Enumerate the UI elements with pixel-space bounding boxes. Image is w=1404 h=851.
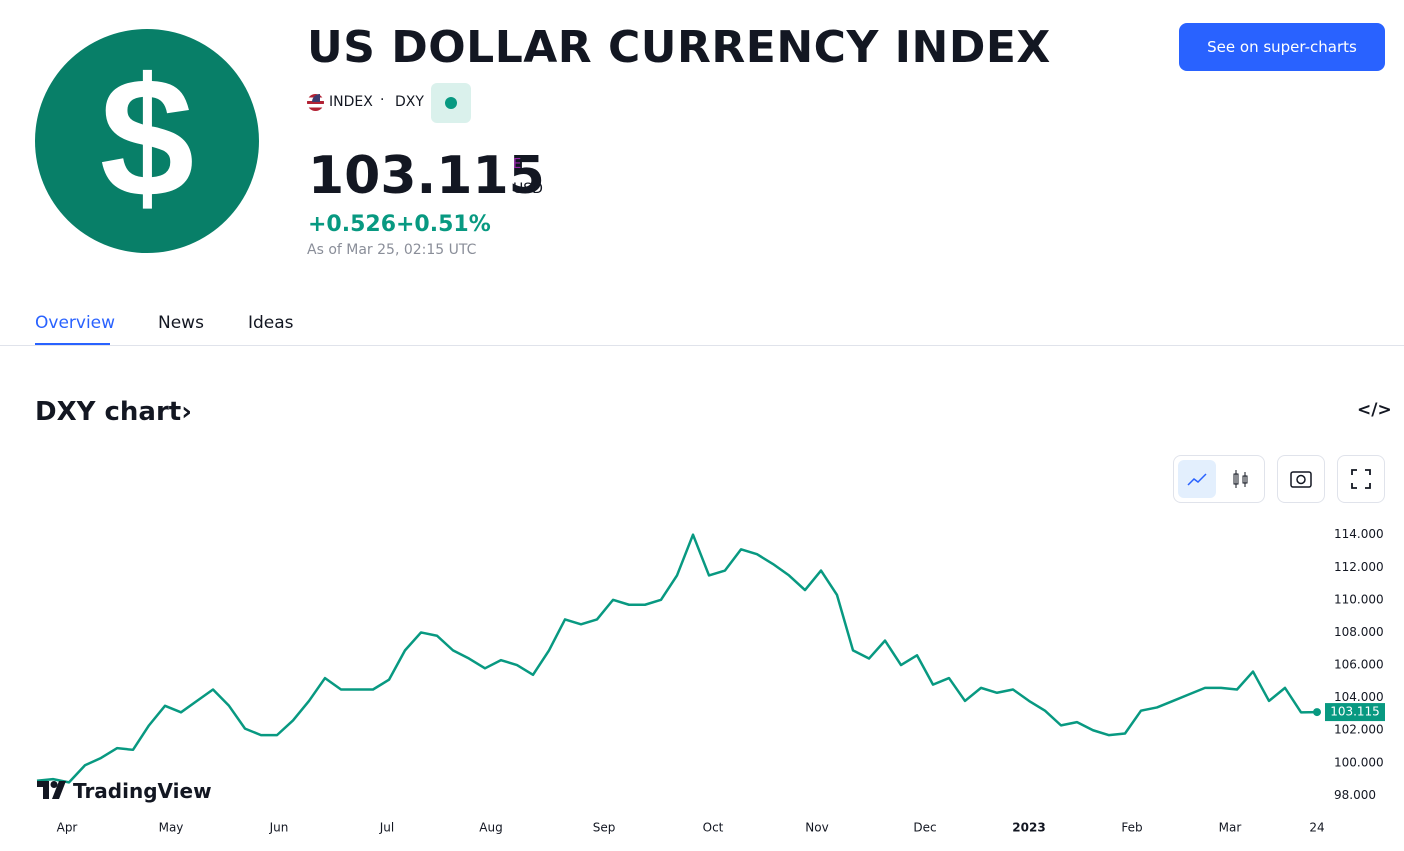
y-tick-label: 106.000 <box>1334 658 1384 672</box>
separator: · <box>380 92 385 108</box>
y-tick-label: 112.000 <box>1334 560 1384 574</box>
y-tick-label: 102.000 <box>1334 723 1384 737</box>
embed-icon[interactable]: </> <box>1357 400 1392 420</box>
tab-underline <box>35 343 110 346</box>
last-point <box>1313 708 1321 717</box>
x-tick-label: Jul <box>379 821 394 835</box>
price-flag: E <box>513 157 522 172</box>
tab[interactable]: Ideas <box>248 313 294 333</box>
y-tick-label: 104.000 <box>1334 690 1384 704</box>
snapshot-button[interactable] <box>1277 455 1325 503</box>
tv-logo-mark <box>37 781 67 799</box>
price-tag-label: 103.115 <box>1330 705 1380 719</box>
candle-icon <box>1233 470 1248 488</box>
x-tick-label: 2023 <box>1012 821 1045 835</box>
divider <box>0 345 1404 346</box>
x-tick-label: Mar <box>1219 821 1242 835</box>
title: US DOLLAR CURRENCY INDEX <box>307 22 1051 73</box>
logo-shape <box>37 781 49 799</box>
x-tick-label: 24 <box>1309 821 1324 835</box>
y-tick-label: 110.000 <box>1334 592 1384 606</box>
logo-shape <box>52 781 66 799</box>
as-of: As of Mar 25, 02:15 UTC <box>307 242 477 258</box>
x-tick-label: May <box>159 821 184 835</box>
y-tick-label: 100.000 <box>1334 755 1384 769</box>
x-tick-label: Sep <box>593 821 616 835</box>
change-percent: +0.51% <box>396 212 491 237</box>
y-tick-label: 98.000 <box>1334 788 1376 802</box>
section-title[interactable]: DXY chart› <box>35 397 192 427</box>
y-tick-label: 108.000 <box>1334 625 1384 639</box>
line-button[interactable] <box>1178 460 1216 498</box>
tv-logo-icon <box>37 781 66 799</box>
chart-type-toggle <box>1173 455 1265 503</box>
dollar-icon: $ <box>99 43 195 233</box>
camera-icon <box>1290 471 1312 488</box>
price: 103.115 <box>308 146 545 206</box>
icon-stroke <box>1187 473 1207 486</box>
candle-button[interactable] <box>1222 460 1260 498</box>
x-tick-label: Aug <box>479 821 502 835</box>
x-tick-label: Jun <box>269 821 289 835</box>
x-tick-label: Nov <box>805 821 828 835</box>
flag-canton <box>312 94 320 102</box>
line-icon <box>1187 473 1207 486</box>
logo: $ <box>35 29 259 253</box>
status-badge <box>431 83 471 123</box>
price-line <box>36 533 1318 784</box>
fullscreen-button[interactable] <box>1337 455 1385 503</box>
tab[interactable]: Overview <box>35 313 116 333</box>
y-tick-label: 114.000 <box>1334 527 1384 541</box>
change: +0.526 <box>308 212 397 237</box>
icon-stroke <box>1296 474 1306 485</box>
icon-stroke <box>1351 469 1371 489</box>
logo-shape <box>50 781 58 788</box>
x-tick-label: Feb <box>1121 821 1142 835</box>
super-charts-button[interactable]: See on super-charts <box>1179 23 1385 71</box>
price-tag <box>1325 703 1385 722</box>
symbol: DXY <box>395 94 424 110</box>
tv-logo-text: TradingView <box>73 779 212 803</box>
status-dot <box>445 97 457 109</box>
fullscreen-icon <box>1351 469 1371 489</box>
exchange: INDEX <box>329 94 373 110</box>
currency: USD <box>513 181 543 197</box>
x-tick-label: Apr <box>57 821 78 835</box>
icon-stroke <box>1290 471 1312 488</box>
tab[interactable]: News <box>158 313 204 333</box>
x-tick-label: Oct <box>703 821 724 835</box>
x-tick-label: Dec <box>913 821 936 835</box>
